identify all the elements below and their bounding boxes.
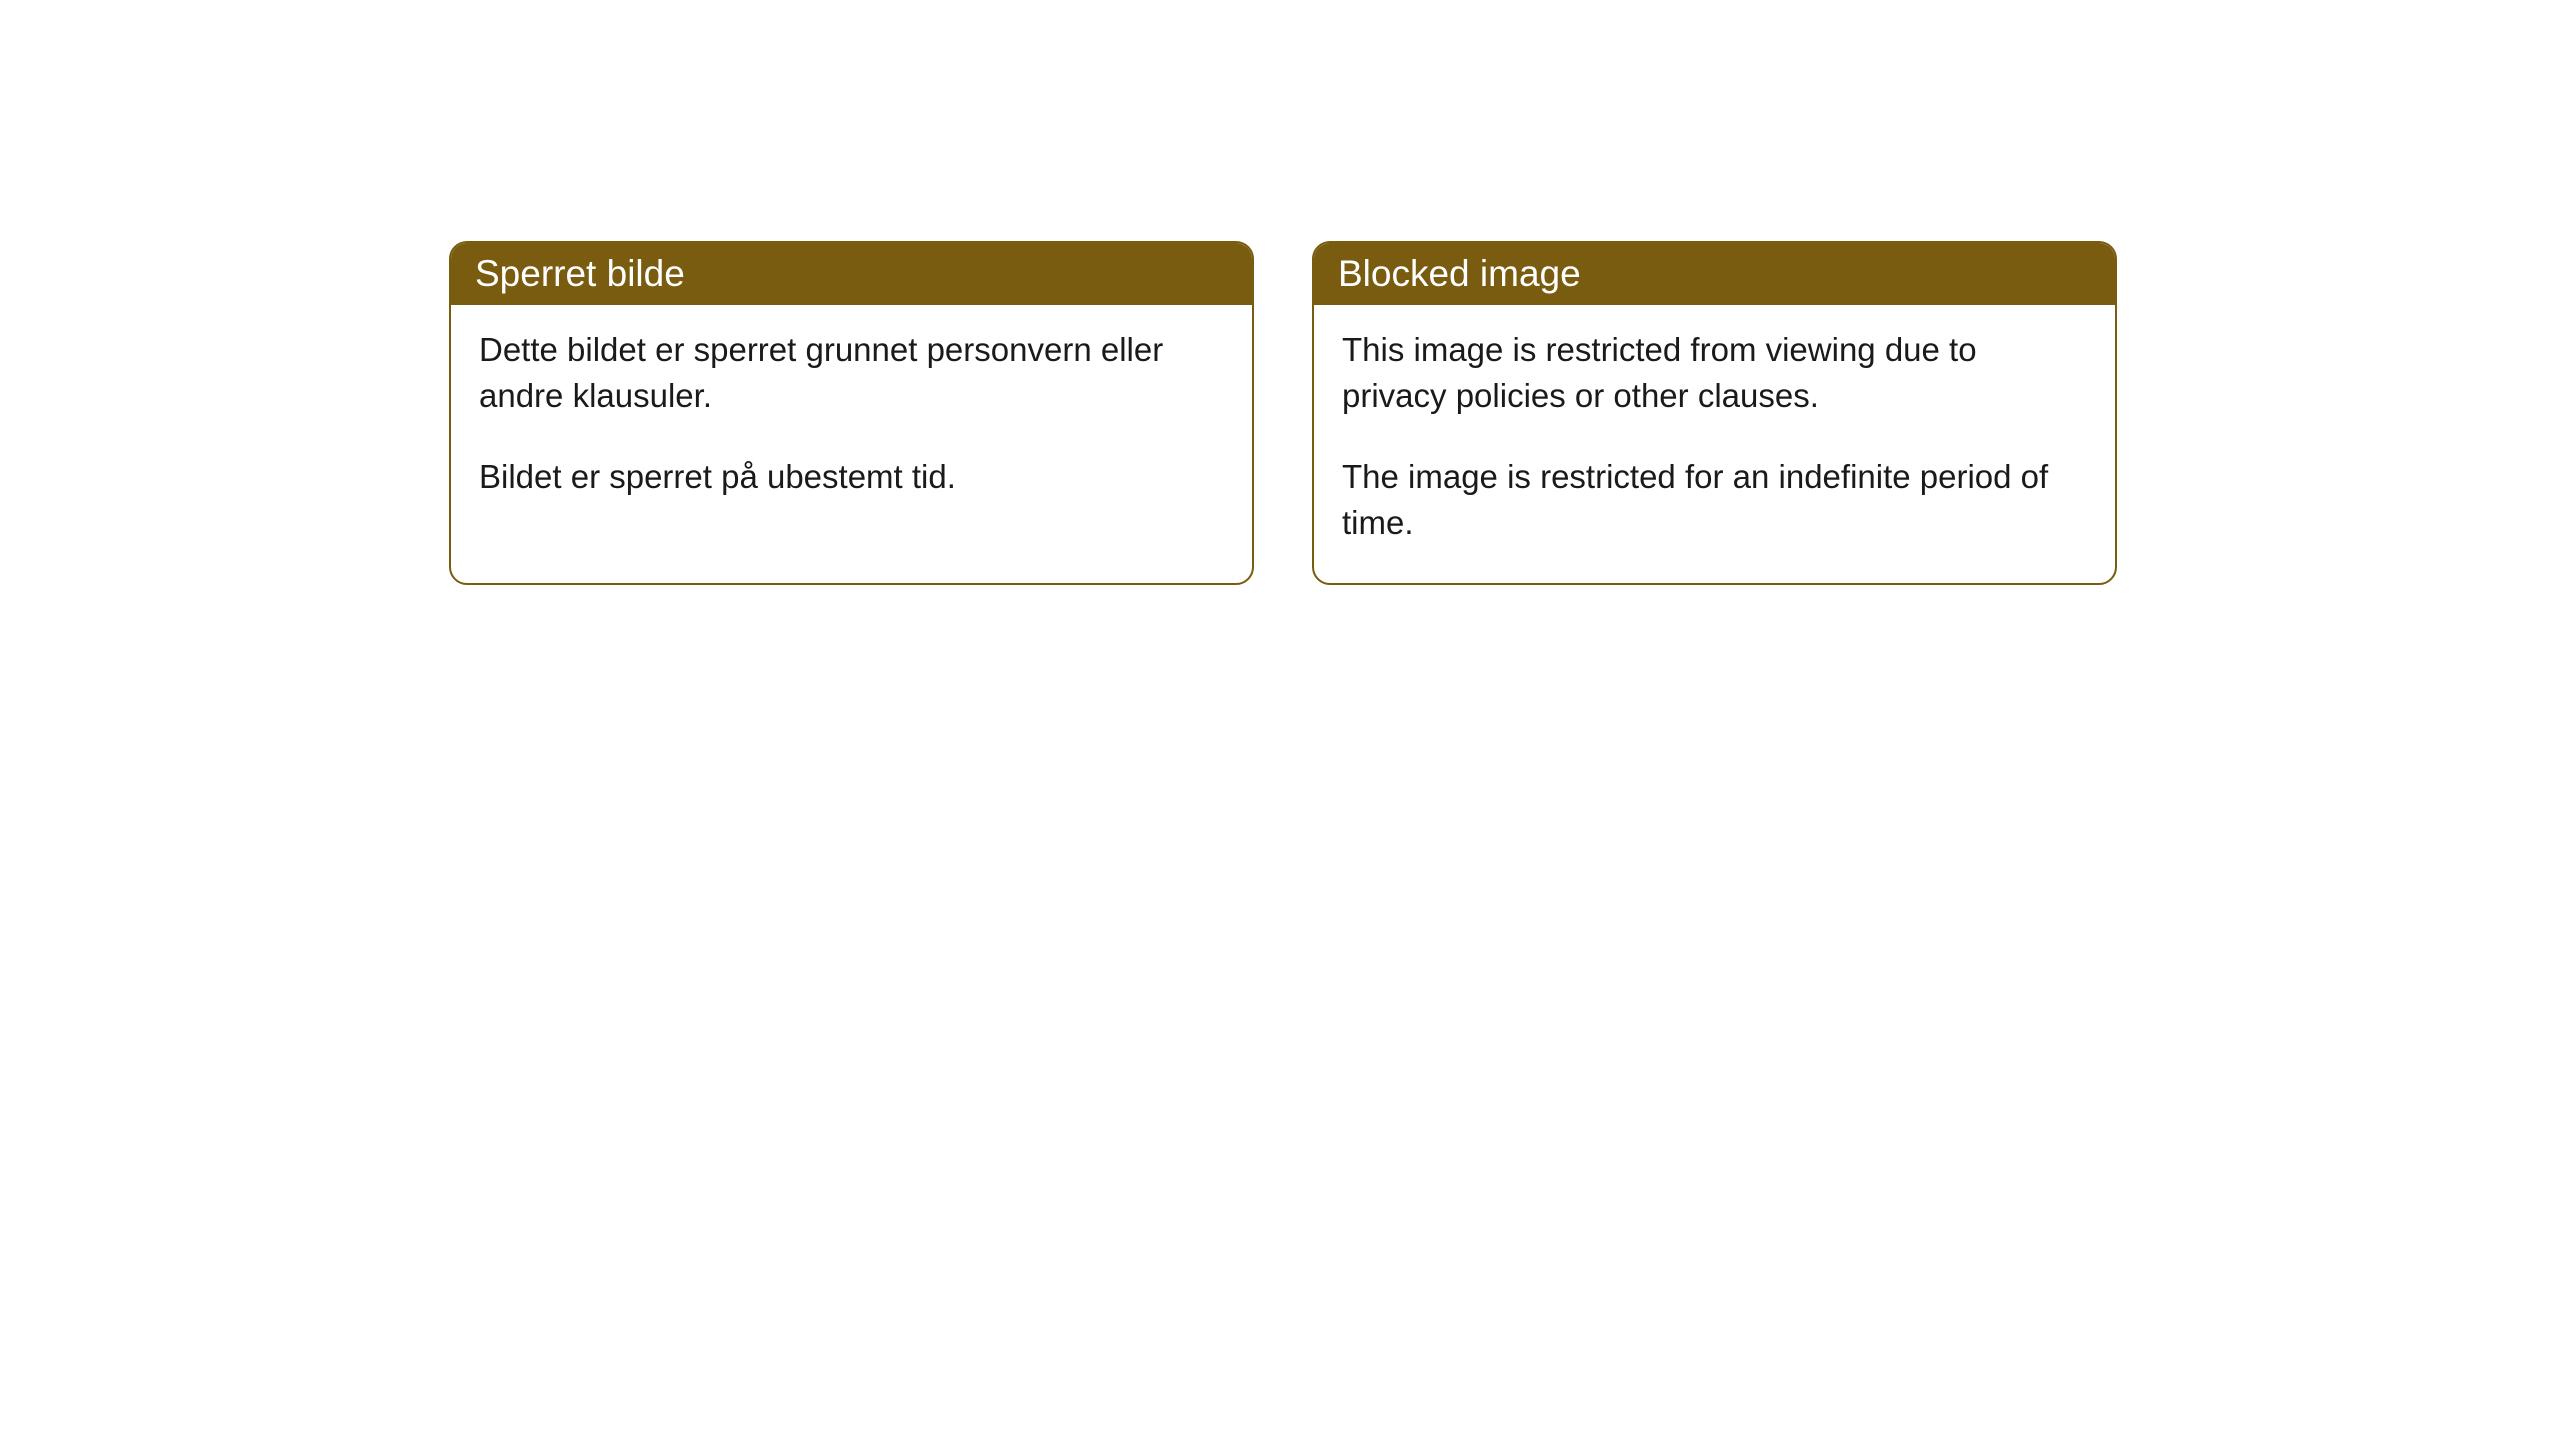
card-header: Sperret bilde — [451, 243, 1252, 305]
card-title: Sperret bilde — [475, 253, 685, 294]
card-paragraph: This image is restricted from viewing du… — [1342, 327, 2087, 418]
card-paragraph: Bildet er sperret på ubestemt tid. — [479, 454, 1224, 500]
notice-cards-container: Sperret bilde Dette bildet er sperret gr… — [449, 241, 2117, 585]
card-paragraph: The image is restricted for an indefinit… — [1342, 454, 2087, 545]
card-body: This image is restricted from viewing du… — [1314, 305, 2115, 583]
card-header: Blocked image — [1314, 243, 2115, 305]
notice-card-norwegian: Sperret bilde Dette bildet er sperret gr… — [449, 241, 1254, 585]
card-title: Blocked image — [1338, 253, 1581, 294]
notice-card-english: Blocked image This image is restricted f… — [1312, 241, 2117, 585]
card-body: Dette bildet er sperret grunnet personve… — [451, 305, 1252, 538]
card-paragraph: Dette bildet er sperret grunnet personve… — [479, 327, 1224, 418]
